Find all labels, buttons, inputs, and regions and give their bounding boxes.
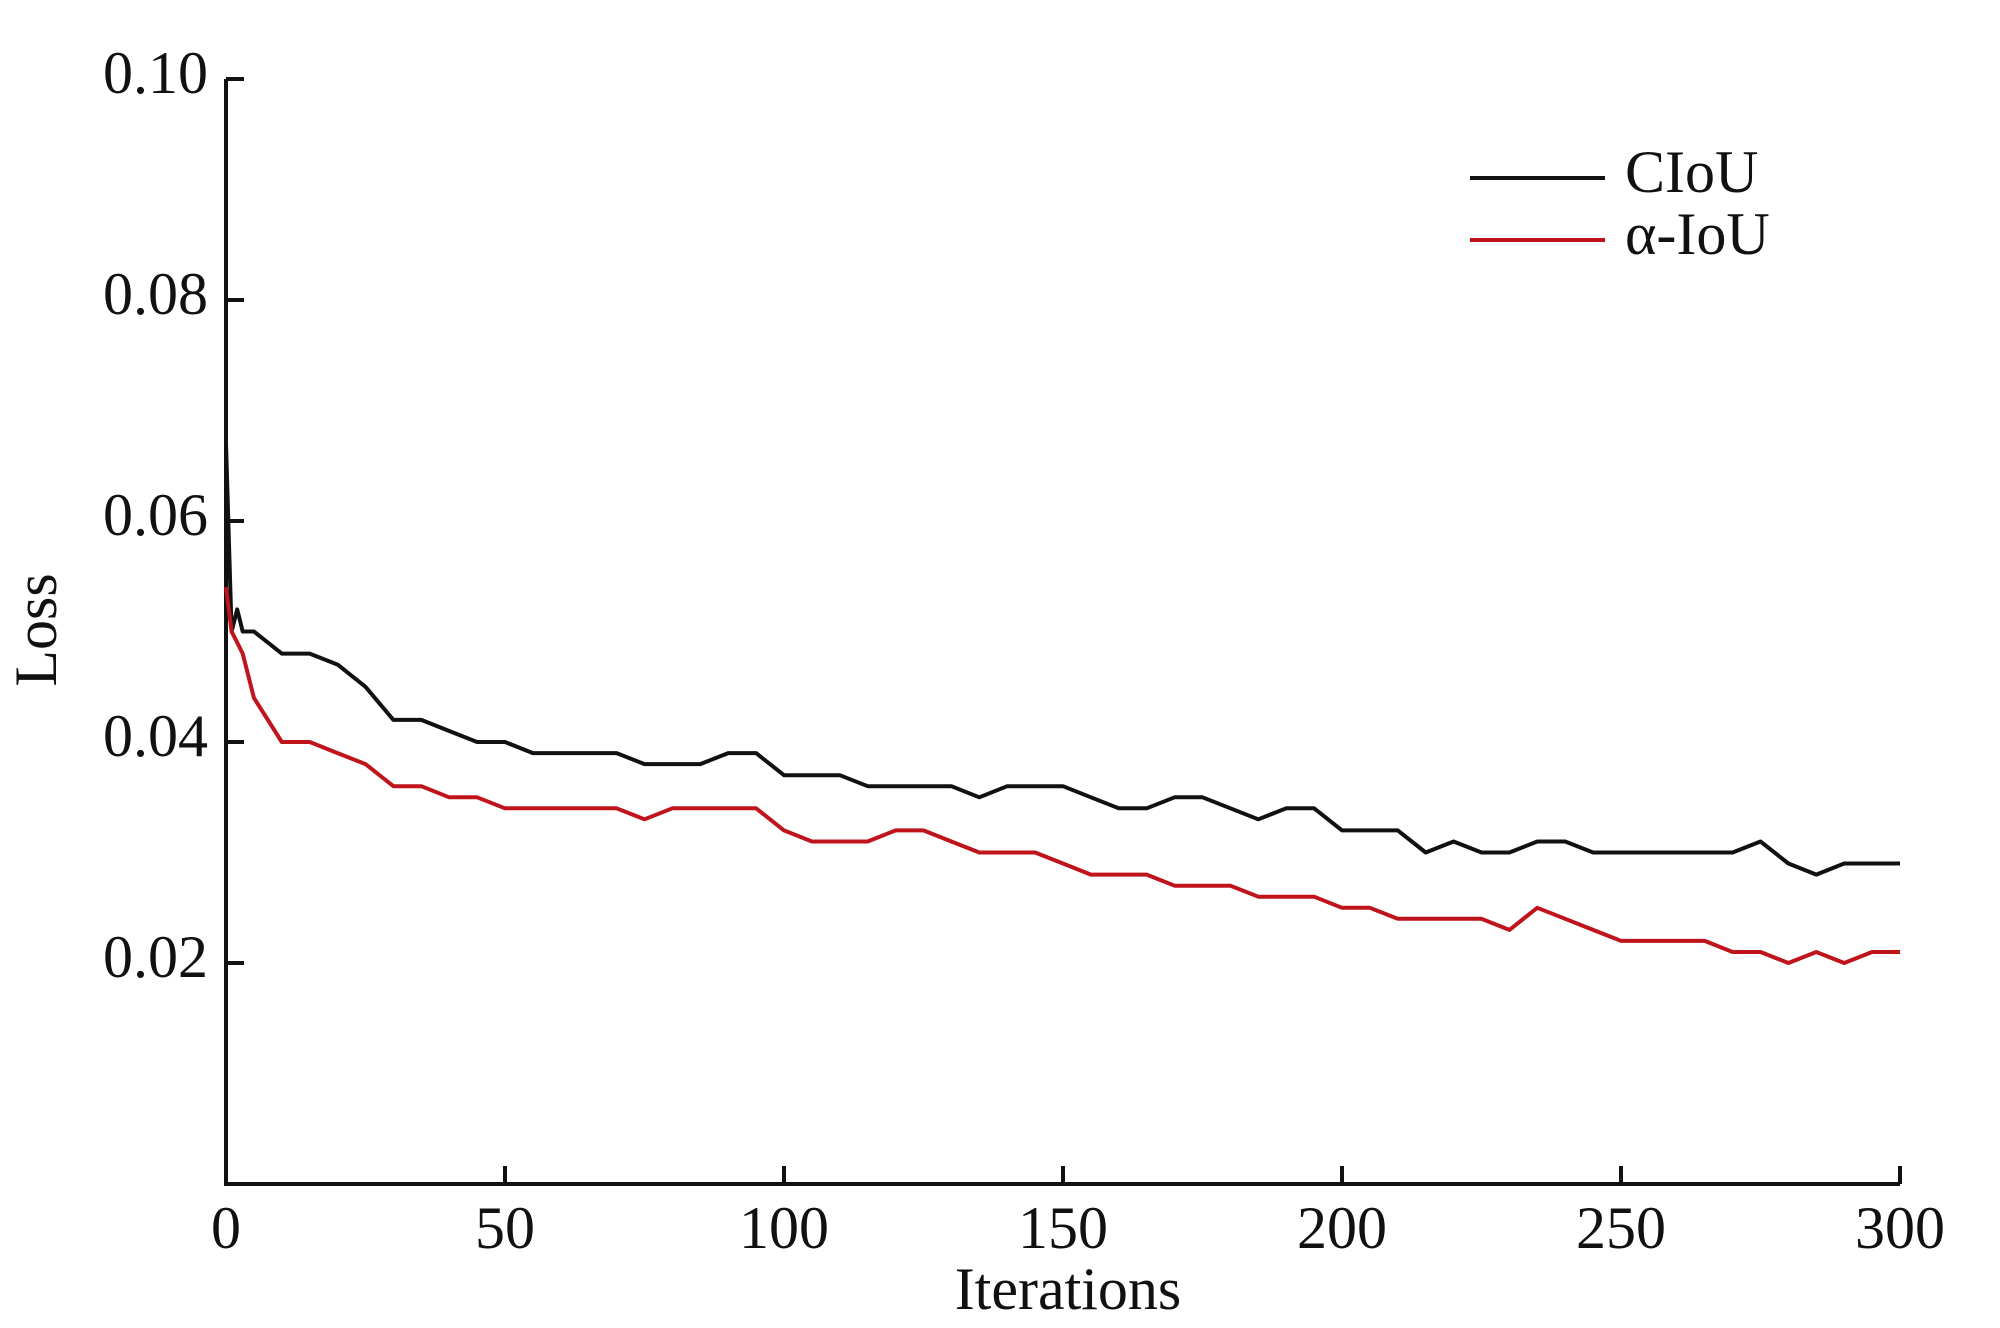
x-tick-label: 200 [1297, 1195, 1387, 1261]
data-line [224, 443, 1900, 877]
y-tick-label: 0.06 [103, 482, 208, 548]
y-tick-label: 0.02 [103, 924, 208, 990]
x-tick-label: 150 [1018, 1195, 1108, 1261]
y-tick-label: 0.08 [103, 261, 208, 327]
x-axis-label: Iterations [955, 1256, 1182, 1322]
x-tick-label: 0 [211, 1195, 241, 1261]
x-tick-label: 50 [475, 1195, 535, 1261]
x-tick-label: 300 [1855, 1195, 1945, 1261]
y-tick-label: 0.04 [103, 703, 208, 769]
y-tick-label: 0.10 [103, 40, 208, 106]
data-line [224, 587, 1900, 965]
legend-label: α-IoU [1625, 201, 1770, 267]
x-tick-label: 100 [739, 1195, 829, 1261]
y-axis-label: Loss [3, 573, 69, 686]
x-tick-label: 250 [1576, 1195, 1666, 1261]
legend-label: CIoU [1625, 139, 1758, 205]
